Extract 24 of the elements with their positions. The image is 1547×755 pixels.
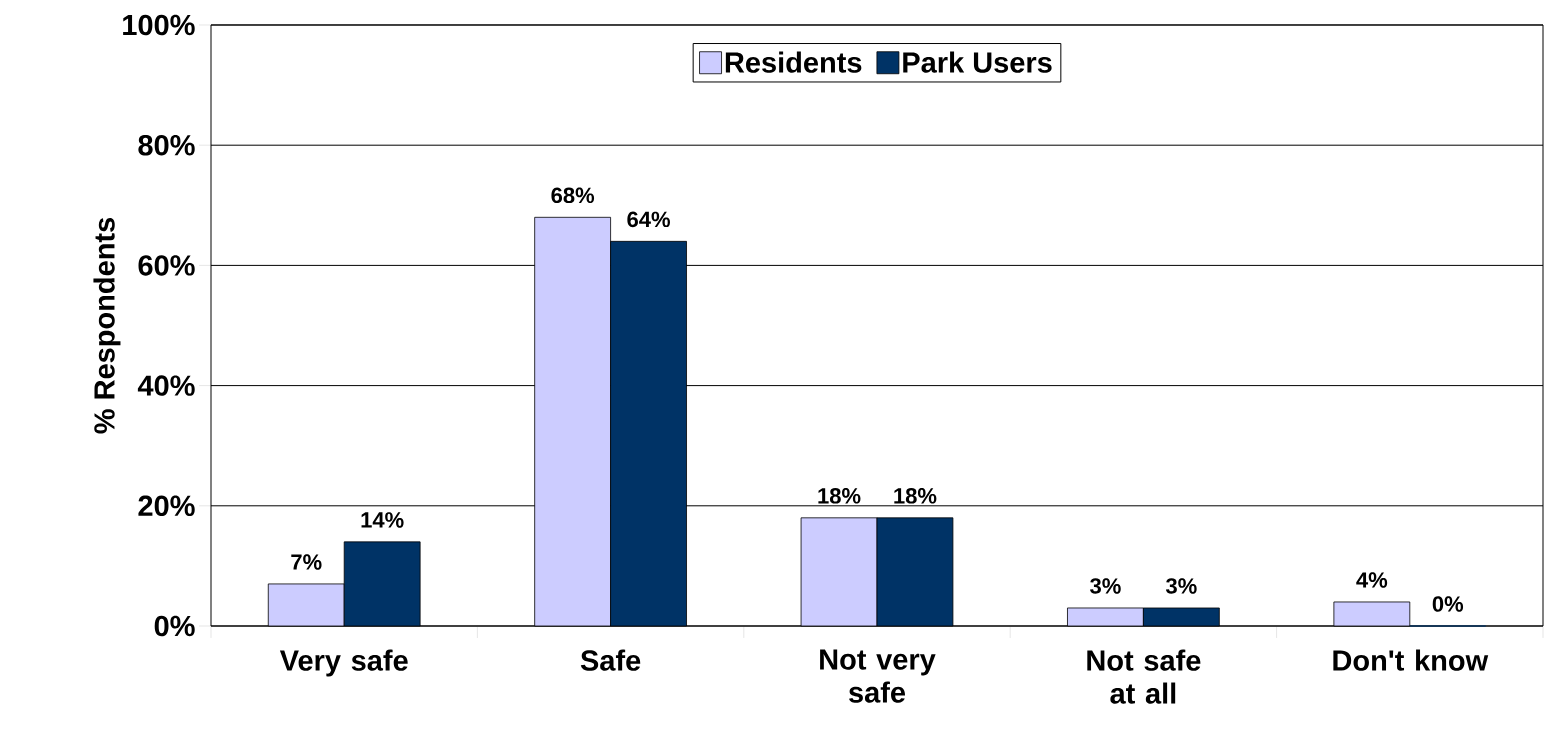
y-axis-title: % Respondents bbox=[93, 217, 121, 434]
y-tick-label: 80% bbox=[138, 134, 195, 156]
data-label: 3% bbox=[1165, 578, 1197, 594]
legend-label: Residents bbox=[725, 51, 862, 73]
data-label: 68% bbox=[551, 187, 595, 204]
x-tick-label: Not safe at all bbox=[1087, 649, 1201, 704]
x-tick-label: Safe bbox=[580, 649, 641, 671]
data-label: 7% bbox=[291, 554, 322, 570]
data-label: 0% bbox=[1432, 596, 1464, 612]
y-tick-label: 100% bbox=[123, 14, 195, 36]
data-label: 64% bbox=[627, 211, 670, 228]
y-tick-label: 60% bbox=[138, 255, 195, 276]
y-tick-label: 40% bbox=[137, 375, 195, 396]
data-label: 18% bbox=[818, 488, 861, 504]
data-label: 3% bbox=[1090, 578, 1121, 594]
y-tick-label: 0% bbox=[154, 615, 195, 637]
x-tick-label: Very safe bbox=[279, 649, 408, 677]
data-label: 14% bbox=[361, 512, 404, 528]
legend-label: Park Users bbox=[903, 51, 1052, 73]
x-tick-label: Don't know bbox=[1333, 649, 1489, 671]
x-tick-label: Not very safe bbox=[820, 649, 936, 703]
y-tick-label: 20% bbox=[138, 495, 195, 517]
data-label: 4% bbox=[1356, 572, 1388, 588]
data-label: 18% bbox=[894, 488, 937, 504]
